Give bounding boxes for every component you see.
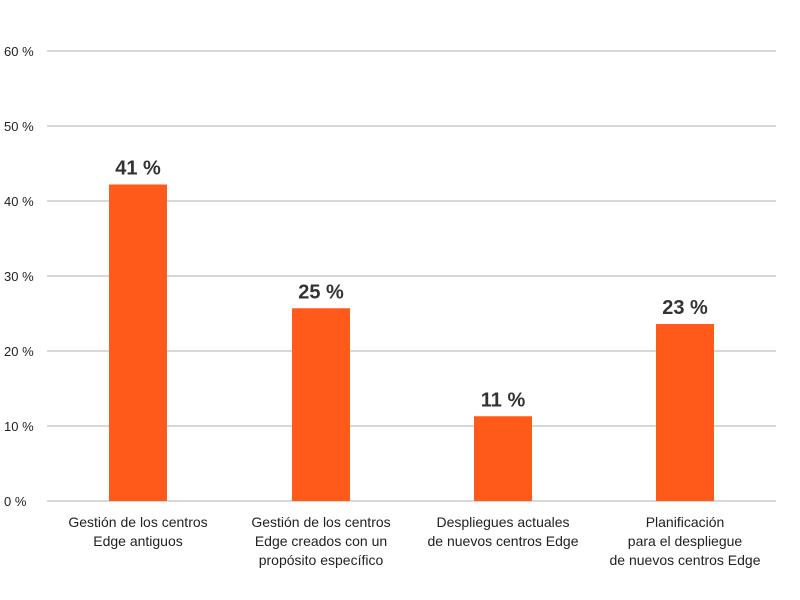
y-axis-ticks: 0 % 10 % 20 % 30 % 40 % 50 % 60 %: [4, 44, 34, 509]
y-tick-label: 30 %: [4, 269, 34, 284]
y-tick-label: 10 %: [4, 419, 34, 434]
x-tick-label: de nuevos centros Edge: [428, 533, 579, 549]
y-tick-label: 20 %: [4, 344, 34, 359]
y-tick-label: 0 %: [4, 494, 27, 509]
data-label: 41 %: [115, 158, 161, 180]
bar: [474, 416, 532, 501]
data-labels: 41 % 25 % 11 % 23 %: [115, 158, 708, 412]
data-label: 11 %: [481, 389, 526, 411]
x-axis-labels: Gestión de los centros Edge antiguos Gesti…: [68, 514, 760, 568]
data-label: 25 %: [298, 281, 344, 303]
y-tick-label: 40 %: [4, 194, 34, 209]
data-label: 23 %: [662, 297, 708, 319]
bars: [109, 184, 714, 501]
x-tick-label: Gestión de los centros: [251, 514, 390, 530]
bar: [109, 184, 167, 501]
x-tick-label: Edge antiguos: [93, 533, 183, 549]
x-tick-label: Gestión de los centros: [68, 514, 207, 530]
x-tick-label: Edge creados con un: [255, 533, 387, 549]
y-tick-label: 50 %: [4, 119, 34, 134]
y-tick-label: 60 %: [4, 44, 34, 59]
x-tick-label: de nuevos centros Edge: [610, 552, 761, 568]
bar: [656, 324, 714, 501]
gridlines: [47, 50, 776, 502]
bar: [292, 308, 350, 501]
x-tick-label: para el despliegue: [628, 533, 743, 549]
x-tick-label: propósito específico: [259, 552, 384, 568]
x-tick-label: Despliegues actuales: [436, 514, 569, 530]
x-tick-label: Planificación: [646, 514, 725, 530]
